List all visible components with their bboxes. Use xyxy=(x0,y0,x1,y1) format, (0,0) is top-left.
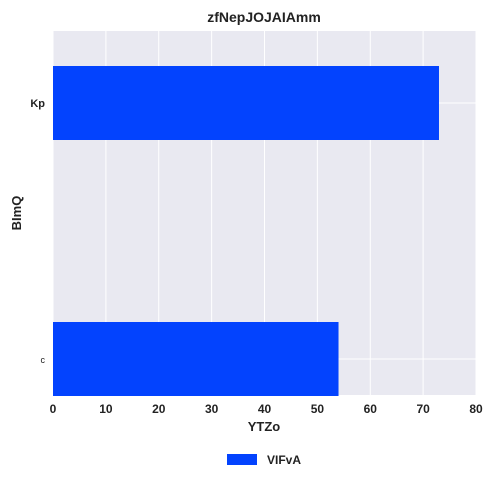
x-tick-label: 80 xyxy=(469,402,483,416)
y-category-label: c xyxy=(41,355,46,365)
x-tick-label: 60 xyxy=(364,402,378,416)
x-tick-label: 20 xyxy=(152,402,166,416)
bar-c xyxy=(53,322,339,396)
bar-Kp xyxy=(53,66,439,140)
y-category-label: Kp xyxy=(30,98,45,110)
x-tick-label: 30 xyxy=(205,402,219,416)
x-tick-label: 70 xyxy=(416,402,430,416)
legend-swatch xyxy=(227,454,257,465)
x-tick-label: 10 xyxy=(99,402,113,416)
y-axis-label: BImQ xyxy=(9,196,24,231)
bars xyxy=(53,66,439,396)
x-axis-ticks: 0 10 20 30 40 50 60 70 80 xyxy=(50,402,483,416)
x-tick-label: 0 xyxy=(50,402,57,416)
x-axis-label: YTZo xyxy=(248,419,281,434)
legend-label: VIFvA xyxy=(267,453,301,467)
chart-title: zfNepJOJAIAmm xyxy=(207,9,321,25)
x-tick-label: 50 xyxy=(311,402,325,416)
x-tick-label: 40 xyxy=(258,402,272,416)
y-axis-categories: Kp c xyxy=(30,98,45,365)
legend: VIFvA xyxy=(227,453,301,467)
